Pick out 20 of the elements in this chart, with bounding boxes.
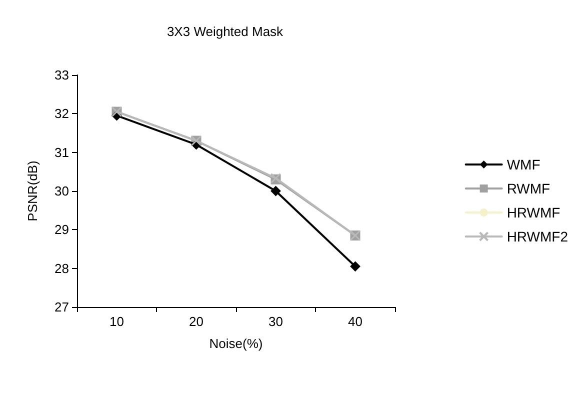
x-tick-label: 10 <box>110 314 124 329</box>
point <box>350 261 360 272</box>
y-tick-label: 31 <box>54 144 69 160</box>
x-tick-label: 40 <box>348 314 362 329</box>
y-tick-label: 33 <box>54 68 69 82</box>
y-tick-label: 28 <box>54 260 69 276</box>
x-tick-label: 20 <box>189 314 204 329</box>
legend-label: HRWMF2 <box>506 228 568 244</box>
y-axis-title: PSNR(dB) <box>25 160 40 222</box>
legend-label: WMF <box>506 156 540 172</box>
chart-title: 3X3 Weighted Mask <box>166 24 284 39</box>
x-tick-label: 30 <box>268 314 283 329</box>
legend-label: RWMF <box>506 180 550 196</box>
x-axis-title: Noise(%) <box>209 336 263 351</box>
y-tick-label: 27 <box>54 300 69 314</box>
y-tick-label: 32 <box>54 106 69 122</box>
point <box>270 186 281 196</box>
y-tick-label: 29 <box>54 222 69 238</box>
legend-label: HRWMF <box>506 204 560 220</box>
y-tick-label: 30 <box>54 184 69 198</box>
